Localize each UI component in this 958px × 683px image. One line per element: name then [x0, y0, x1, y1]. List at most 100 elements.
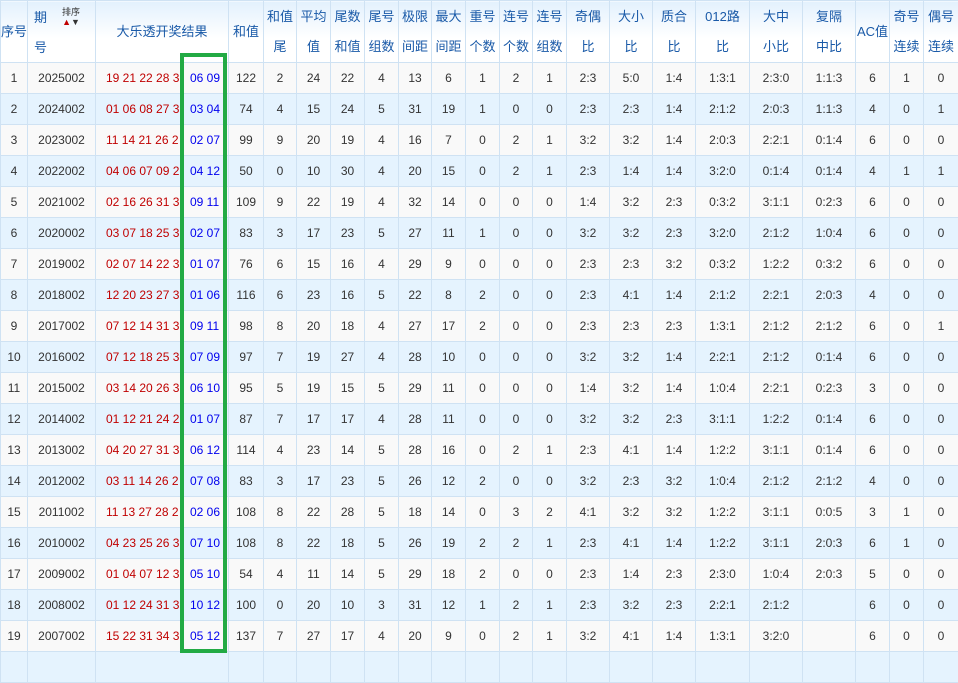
header-label: 比	[653, 32, 695, 62]
table-cell: 2:3	[567, 280, 610, 311]
table-cell: 0	[924, 621, 958, 652]
table-cell: 2:3	[567, 528, 610, 559]
table-cell	[696, 652, 750, 683]
table-cell: 13	[399, 63, 432, 94]
header-col-14: 大中小比	[750, 1, 803, 63]
table-cell: 31	[399, 590, 432, 621]
table-cell: 1:4	[610, 559, 653, 590]
table-cell: 6	[856, 249, 890, 280]
table-cell: 1:4	[567, 187, 610, 218]
header-col-7: 重号个数	[466, 1, 500, 63]
table-cell: 0	[924, 63, 958, 94]
table-cell	[399, 652, 432, 683]
table-cell: 3:2	[610, 125, 653, 156]
table-cell: 5	[365, 218, 399, 249]
table-cell: 29	[399, 249, 432, 280]
table-cell: 5	[365, 466, 399, 497]
table-cell: 1	[924, 311, 958, 342]
table-cell: 32	[399, 187, 432, 218]
table-cell: 31	[399, 94, 432, 125]
table-cell: 0	[924, 466, 958, 497]
table-cell: 0	[924, 218, 958, 249]
table-cell: 7	[432, 125, 466, 156]
table-cell: 14	[1, 466, 28, 497]
header-label: 比	[567, 32, 609, 62]
table-cell: 1:4	[653, 156, 696, 187]
header-label: 组数	[365, 32, 398, 62]
table-cell: 2023002	[28, 125, 96, 156]
blue-balls: 09 11	[190, 195, 219, 209]
table-cell: 23	[331, 218, 365, 249]
table-cell: 10	[432, 342, 466, 373]
table-cell: 3:2	[653, 466, 696, 497]
table-cell: 1	[924, 94, 958, 125]
table-cell: 0	[500, 373, 533, 404]
table-cell: 4	[856, 94, 890, 125]
table-cell: 1:0:4	[803, 218, 856, 249]
red-balls: 19 21 22 28 3	[106, 71, 180, 85]
table-cell: 0	[924, 280, 958, 311]
table-cell: 15	[432, 156, 466, 187]
table-cell: 0	[533, 311, 567, 342]
table-cell: 76	[229, 249, 264, 280]
header-col-17: 奇号连续	[890, 1, 924, 63]
table-cell: 1:3:1	[696, 63, 750, 94]
header-label: 组数	[533, 32, 566, 62]
table-cell: 17	[297, 218, 331, 249]
table-cell: 5	[856, 559, 890, 590]
table-cell: 95	[229, 373, 264, 404]
table-cell: 97	[229, 342, 264, 373]
table-cell: 83	[229, 466, 264, 497]
red-balls: 01 04 07 12 3	[106, 567, 180, 581]
table-cell: 6	[856, 342, 890, 373]
sort-down-arrow-icon[interactable]: ▼	[71, 17, 80, 27]
table-cell: 2	[466, 280, 500, 311]
blue-balls: 10 12	[190, 598, 220, 612]
table-cell: 2	[533, 497, 567, 528]
table-cell: 10	[297, 156, 331, 187]
table-cell: 22	[331, 63, 365, 94]
table-cell: 1:2:2	[696, 435, 750, 466]
table-cell: 2:2:1	[750, 125, 803, 156]
table-cell: 4	[365, 342, 399, 373]
blue-balls: 02 07	[190, 133, 220, 147]
table-cell: 0	[890, 125, 924, 156]
table-cell: 2022002	[28, 156, 96, 187]
table-cell: 22	[297, 497, 331, 528]
table-cell: 0	[924, 249, 958, 280]
header-label: 和值	[331, 32, 364, 62]
table-cell	[229, 652, 264, 683]
table-cell: 14	[432, 497, 466, 528]
table-cell: 0	[500, 249, 533, 280]
table-cell: 12	[432, 466, 466, 497]
header-col-13: 012路比	[696, 1, 750, 63]
table-cell: 11	[432, 404, 466, 435]
header-label: 尾	[264, 32, 296, 62]
table-cell: 8	[264, 497, 297, 528]
table-cell: 20	[297, 590, 331, 621]
sort-button[interactable]: 排序 ▲▼	[62, 7, 80, 27]
header-col-15: 复隔中比	[803, 1, 856, 63]
table-cell: 2017002	[28, 311, 96, 342]
table-cell: 19	[297, 342, 331, 373]
table-cell: 1:2:2	[750, 404, 803, 435]
table-cell: 17	[297, 404, 331, 435]
table-cell: 98	[229, 311, 264, 342]
sort-up-arrow-icon[interactable]: ▲	[62, 17, 71, 27]
table-cell: 0	[533, 373, 567, 404]
table-cell: 3	[1, 125, 28, 156]
table-cell: 0	[466, 156, 500, 187]
table-cell: 2	[466, 311, 500, 342]
table-cell: 6	[856, 590, 890, 621]
sort-label: 排序	[62, 7, 80, 17]
table-cell: 0	[500, 559, 533, 590]
